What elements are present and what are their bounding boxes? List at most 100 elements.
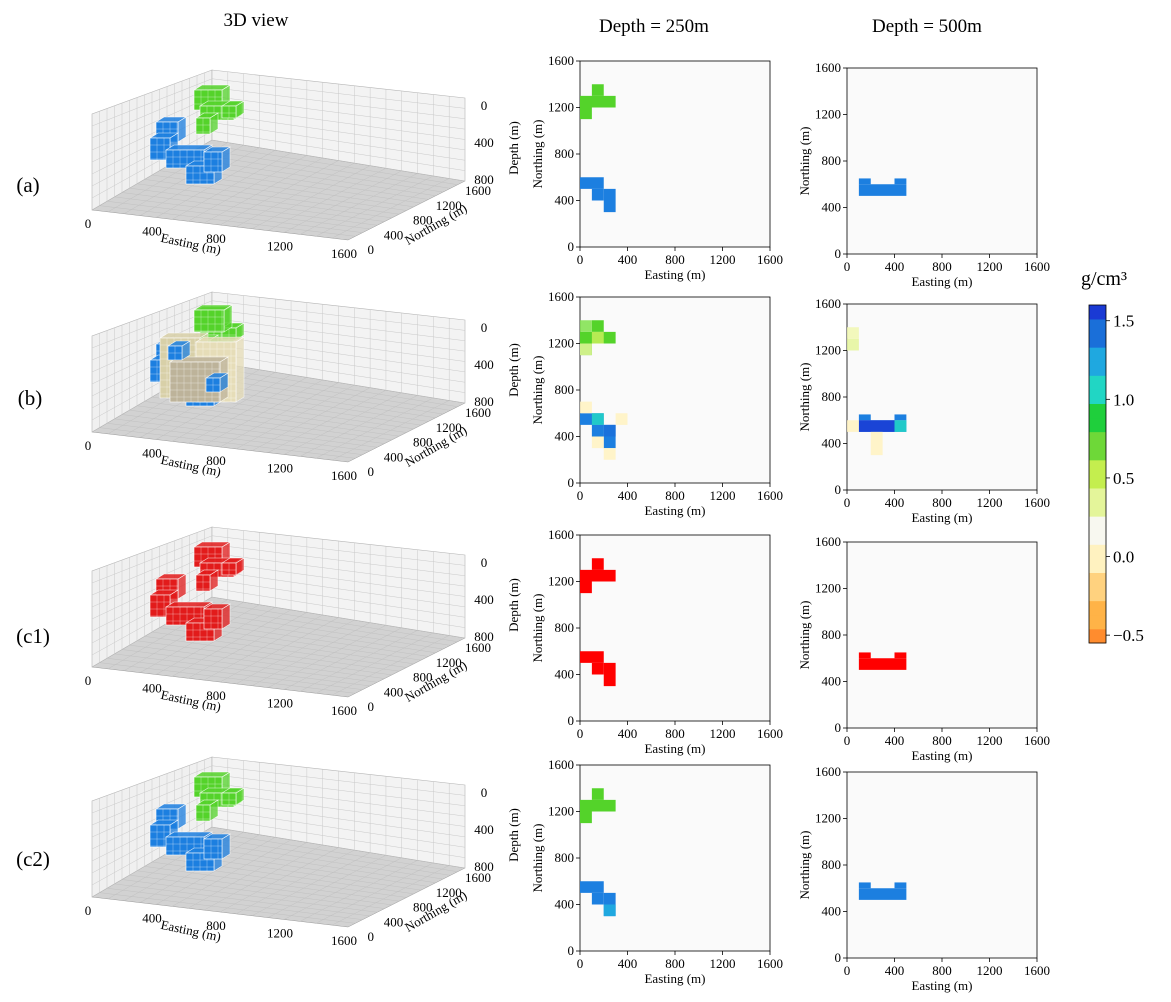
y-tick-label: 1200 [548, 336, 574, 351]
northing-tick-label: 1600 [465, 640, 491, 655]
northing-tick-label: 1200 [436, 420, 462, 435]
floor-grid [299, 630, 418, 692]
x-tick-label: 1600 [1024, 495, 1050, 510]
floor-grid [196, 605, 451, 646]
x-tick-label: 1600 [757, 726, 783, 741]
depth-tick-label: 400 [474, 592, 494, 607]
x-axis-label: Easting (m) [644, 741, 705, 756]
x-tick-label: 0 [577, 726, 584, 741]
y-tick-label: 1600 [815, 534, 841, 549]
floor-grid [235, 384, 355, 450]
grid-line [211, 96, 466, 130]
x-axis-label: Easting (m) [644, 267, 705, 282]
x-tick-label: 1200 [710, 252, 736, 267]
x-tick-label: 400 [618, 726, 638, 741]
floor-grid [267, 168, 387, 231]
x-tick-label: 400 [885, 963, 905, 978]
x-tick-label: 1200 [710, 488, 736, 503]
upper-body-cell [591, 84, 604, 96]
recovered-cell [870, 431, 883, 456]
colorbar-band [1089, 600, 1106, 616]
x-axis-label: Easting (m) [911, 274, 972, 289]
x-tick-label: 0 [577, 488, 584, 503]
lower-body-cell [858, 414, 871, 421]
x-axis-label: Easting (m) [911, 978, 972, 993]
grid-line [211, 335, 466, 373]
x-tick-label: 800 [932, 495, 952, 510]
y-axis-label: Northing (m) [530, 120, 545, 189]
y-tick-label: 800 [822, 627, 842, 642]
grid-line [211, 765, 466, 796]
easting-tick-label: 1600 [331, 703, 357, 718]
y-tick-label: 800 [555, 620, 575, 635]
northing-tick-label: 1600 [465, 870, 491, 885]
y-axis-label: Northing (m) [530, 594, 545, 663]
recovered-voxel-side [235, 336, 245, 403]
x-tick-label: 800 [665, 726, 685, 741]
x-tick-label: 1200 [710, 956, 736, 971]
upper-body-cell [591, 558, 604, 570]
x-tick-label: 1600 [1024, 733, 1050, 748]
floor-grid [251, 165, 371, 229]
slice-panel-500-3: 00 400 400 800 800 1200 1200 1600 1600 Easting (m… [797, 764, 1050, 993]
northing-tick-label: 800 [413, 213, 433, 228]
recovered-cell [580, 343, 592, 356]
grid-line [211, 809, 466, 848]
plot-frame [846, 771, 1038, 959]
col-title-500: Depth = 500m [872, 16, 982, 37]
slice-panel-250-0: 00 400 400 800 800 1200 1200 1600 1600 Easting (m… [530, 53, 783, 282]
easting-tick-label: 400 [142, 911, 162, 926]
y-tick-label: 800 [555, 382, 575, 397]
lower-body-voxel-front [203, 608, 223, 630]
x-tick-label: 400 [618, 252, 638, 267]
colorbar-band [1089, 389, 1106, 404]
floor-grid [204, 366, 458, 407]
floor-grid [204, 831, 458, 872]
colorbar-band [1089, 502, 1106, 517]
grid-line [211, 774, 466, 806]
slice-panel-250-3: 00 400 400 800 800 1200 1200 1600 1600 Easting (m… [530, 757, 783, 986]
y-tick-label: 0 [568, 475, 575, 490]
y-axis-label: Northing (m) [797, 831, 812, 900]
grid-line [211, 300, 466, 331]
lower-body-cell [580, 177, 604, 189]
col-title-250: Depth = 250m [599, 16, 709, 37]
easting-tick-label: 0 [85, 673, 92, 688]
grid-line [211, 326, 466, 362]
easting-tick-label: 800 [206, 231, 226, 246]
plot-frame [579, 534, 771, 722]
easting-tick-label: 0 [85, 903, 92, 918]
northing-tick-label: 0 [368, 929, 375, 944]
x-tick-label: 400 [885, 733, 905, 748]
y-tick-label: 800 [822, 389, 842, 404]
y-tick-label: 800 [822, 153, 842, 168]
lower-body-voxel-front [203, 838, 223, 860]
slice-panel-500-1: 00 400 400 800 800 1200 1200 1600 1600 Easting (m… [797, 296, 1050, 525]
lower-body-cell [580, 651, 604, 663]
grid-line [211, 87, 466, 119]
floor-grid [251, 387, 371, 451]
lower-body-voxel-top [164, 144, 214, 151]
recovered-cell [894, 420, 907, 432]
easting-tick-label: 0 [85, 216, 92, 231]
floor-grid [331, 400, 450, 461]
y-tick-label: 1200 [815, 107, 841, 122]
y-tick-label: 1600 [548, 527, 574, 542]
y-tick-label: 1200 [815, 581, 841, 596]
depth-tick-label: 800 [474, 629, 494, 644]
y-tick-label: 800 [555, 850, 575, 865]
floor-grid [331, 178, 450, 239]
x-tick-label: 1600 [757, 956, 783, 971]
recovered-cell [847, 327, 859, 339]
floor-grid [331, 635, 450, 696]
plot-frame [846, 303, 1038, 491]
colorbar-band [1089, 431, 1106, 447]
lower-body-cell [858, 882, 871, 889]
colorbar-band [1089, 347, 1106, 362]
upper-body-cell [580, 95, 616, 108]
y-tick-label: 0 [568, 713, 575, 728]
northing-tick-label: 400 [384, 227, 404, 242]
depth-tick-label: 0 [481, 98, 488, 113]
upper-body-cell [580, 799, 616, 812]
easting-tick-label: 1200 [267, 461, 293, 476]
